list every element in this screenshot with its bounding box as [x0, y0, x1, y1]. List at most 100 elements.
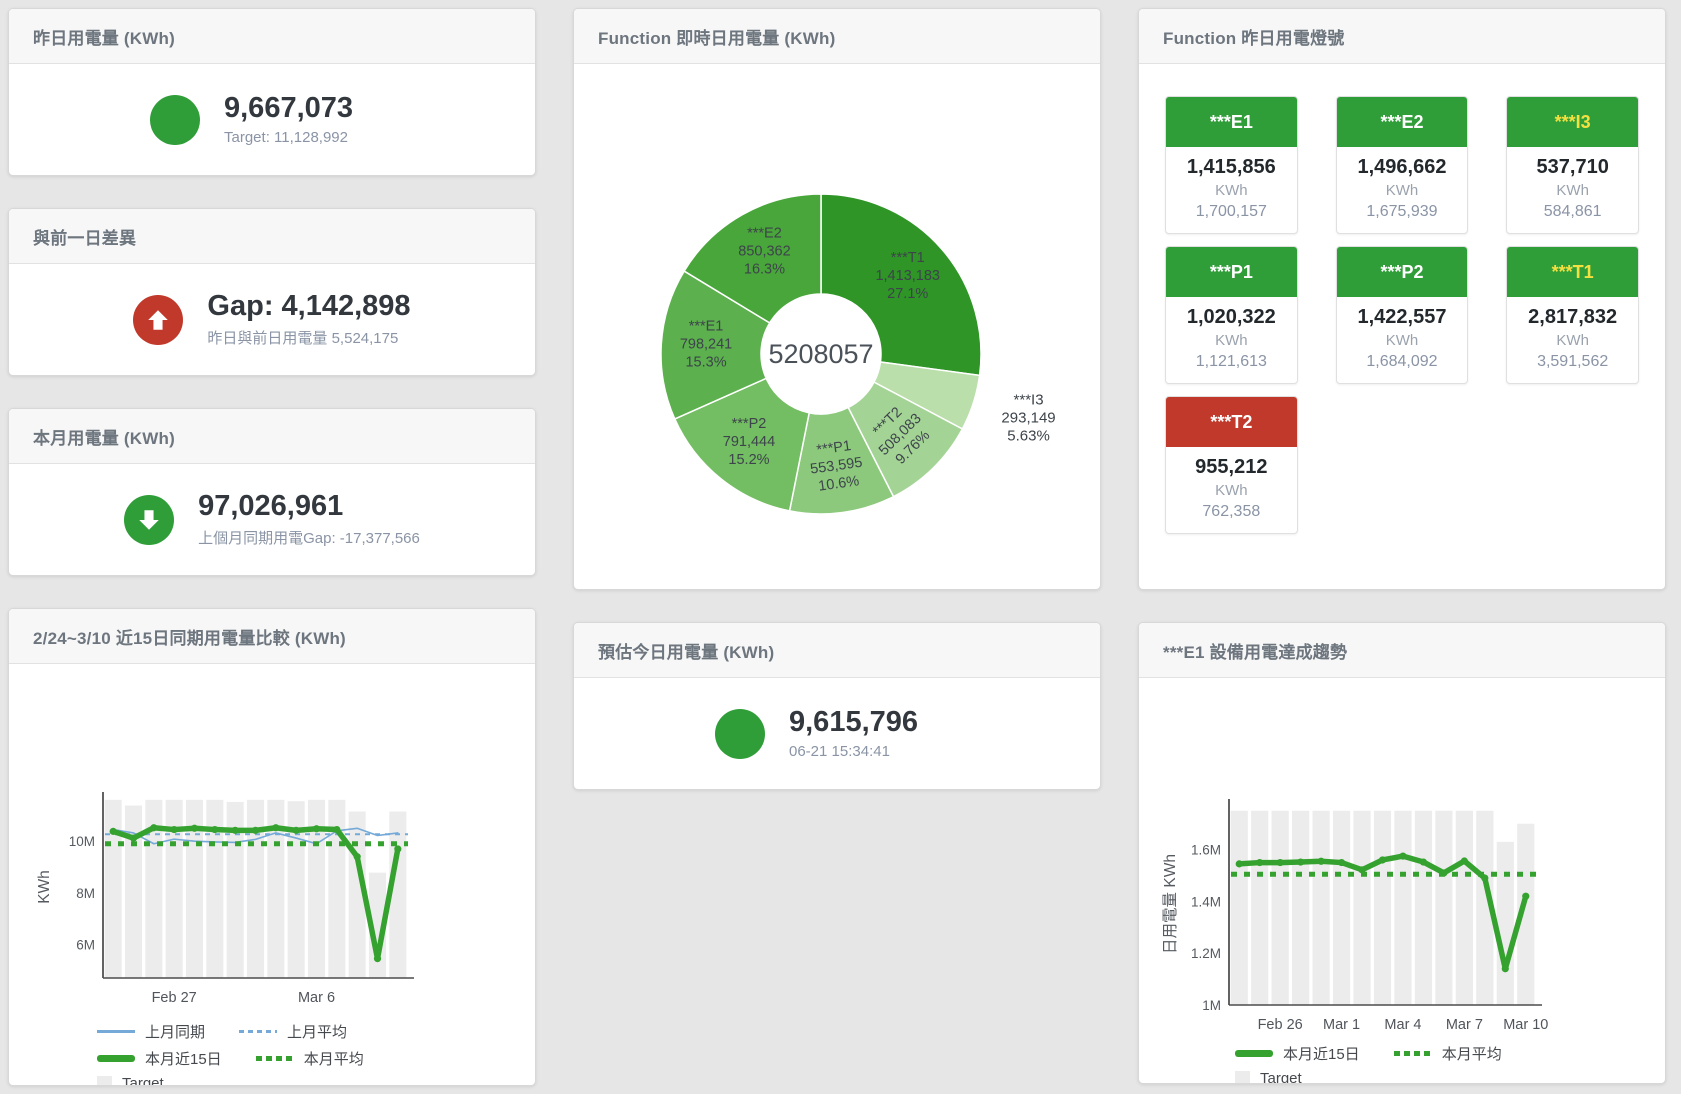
- target-bar: [1476, 810, 1494, 1005]
- card-yesterday-usage: 昨日用電量 (KWh) 9,667,073 Target: 11,128,992: [8, 8, 536, 176]
- lamp-tile-body: 955,212 KWh 762,358: [1166, 447, 1297, 533]
- data-point: [1276, 858, 1284, 867]
- x-tick-label: Mar 7: [1446, 1017, 1483, 1033]
- lamp-tile: ***I3 537,710 KWh 584,861: [1506, 96, 1639, 234]
- x-tick-label: Feb 26: [1258, 1017, 1303, 1033]
- data-point: [109, 827, 117, 835]
- yesterday-target: Target: 11,128,992: [224, 128, 348, 146]
- card-month-usage: 本月用電量 (KWh) 97,026,961 上個月同期用電Gap: -17,3…: [8, 408, 536, 576]
- legend-swatch-dots: [255, 1056, 294, 1061]
- legend-item[interactable]: 本月近15日: [1235, 1043, 1360, 1064]
- compare-chart-legend: 上月同期 上月平均本月近15日 本月平均 Target: [97, 1021, 535, 1086]
- target-bar: [267, 799, 285, 978]
- target-bar: [307, 799, 326, 978]
- legend-label: Target: [1260, 1070, 1302, 1084]
- lamp-tile-target: 1,700,157: [1195, 203, 1267, 220]
- data-point: [1440, 869, 1448, 877]
- data-point: [1235, 860, 1243, 868]
- trend-chart-area: 1M 1.2M 1.4M 1.6M Feb 26 Mar 1 Mar 4 Mar 7 Mar 1…: [1139, 678, 1666, 1084]
- y-tick-label: 1.2M: [1191, 946, 1221, 961]
- up-arrow-icon: [133, 294, 184, 345]
- legend-item[interactable]: 上月平均: [239, 1021, 347, 1042]
- card-estimate-today: 預估今日用電量 (KWh) 9,615,796 06-21 15:34:41: [573, 622, 1101, 790]
- legend-item[interactable]: 本月平均: [255, 1048, 364, 1069]
- right-column: Function 昨日用電燈號 ***E1 1,415,856 KWh 1,700,1…: [1138, 8, 1666, 1086]
- lamp-tile-body: 537,710 KWh 584,861: [1507, 147, 1638, 233]
- lamp-tile-value: 1,496,662: [1357, 156, 1447, 178]
- lamp-tile-value: 1,415,856: [1186, 156, 1276, 178]
- lamp-tile-value: 1,422,557: [1357, 306, 1447, 328]
- data-point: [312, 825, 321, 833]
- left-column: 昨日用電量 (KWh) 9,667,073 Target: 11,128,992…: [8, 8, 536, 1086]
- lamp-tile: ***P1 1,020,322 KWh 1,121,613: [1165, 246, 1298, 384]
- lamp-tile-body: 1,415,856 KWh 1,700,157: [1166, 147, 1297, 233]
- status-circle-icon: [715, 708, 765, 759]
- month-stat: 97,026,961 上個月同期用電Gap: -17,377,566: [9, 464, 535, 575]
- donut-slice-label: ***E1 798,241 15.3%: [680, 319, 732, 371]
- middle-column: Function 即時日用電量 (KWh) ***T1 1,413,183 27.1…: [573, 8, 1101, 1086]
- lamp-tile-body: 1,496,662 KWh 1,675,939: [1337, 147, 1468, 233]
- legend-label: 本月平均: [1441, 1046, 1502, 1063]
- legend-label: 上月平均: [287, 1024, 348, 1041]
- card-trend-chart: ***E1 設備用電達成趨勢 1M 1.2M 1.4M 1.6M Feb 26 Mar 1…: [1138, 622, 1666, 1084]
- legend-item[interactable]: Target: [1235, 1070, 1302, 1084]
- data-point: [394, 845, 402, 853]
- estimate-title: 預估今日用電量 (KWh): [574, 623, 1100, 678]
- legend-item[interactable]: 上月同期: [97, 1021, 205, 1042]
- data-point: [251, 826, 260, 834]
- donut-slice[interactable]: [683, 193, 822, 324]
- data-point: [1358, 866, 1366, 874]
- donut-slice[interactable]: [820, 193, 982, 377]
- data-point: [1399, 852, 1407, 860]
- yesterday-value: 9,667,073: [224, 92, 354, 125]
- gap-stat-text: Gap: 4,142,898 昨日與前日用電量 5,524,175: [207, 290, 410, 348]
- target-bar: [165, 799, 183, 978]
- compare-chart-area: 6M 8M 10M Feb 27 Mar 6 KWh 上月同期 上月平均 本月近15日 本月平均…: [9, 664, 535, 1086]
- data-point: [272, 824, 280, 832]
- target-bar: [1455, 810, 1473, 1005]
- donut-slice-label: ***E2 850,362 16.3%: [738, 226, 790, 278]
- card-compare-chart: 2/24~3/10 近15日同期用電量比較 (KWh) 6M 8M 10M Feb 2…: [8, 608, 536, 1086]
- target-bar: [1251, 810, 1269, 1005]
- data-point: [1317, 857, 1325, 865]
- y-tick-label: 1M: [1202, 998, 1221, 1013]
- donut-slice[interactable]: [660, 270, 771, 420]
- target-bar: [1517, 823, 1535, 1005]
- lamp-tile: ***T1 2,817,832 KWh 3,591,562: [1506, 246, 1639, 384]
- status-circle-icon: [150, 94, 200, 145]
- lamp-tiles: ***E1 1,415,856 KWh 1,700,157 ***E2 1,496,662…: [1139, 64, 1665, 566]
- donut-title: Function 即時日用電量 (KWh): [574, 9, 1100, 64]
- target-bar: [1414, 810, 1433, 1005]
- lamp-tile-value: 955,212: [1195, 456, 1268, 478]
- estimate-timestamp: 06-21 15:34:41: [789, 742, 890, 760]
- legend-item[interactable]: 本月平均: [1393, 1043, 1502, 1064]
- legend-swatch-thick: [97, 1055, 135, 1062]
- trend-chart-canvas[interactable]: 1M 1.2M 1.4M 1.6M Feb 26 Mar 1 Mar 4 Mar 7 Mar 1…: [1139, 678, 1666, 1034]
- donut-slice-label: ***P1553,59510.6%: [807, 437, 866, 496]
- legend-item[interactable]: 本月近15日: [97, 1048, 222, 1069]
- legend-item[interactable]: Target: [97, 1075, 164, 1086]
- donut-chart-canvas[interactable]: ***T1 1,413,183 27.1%***I3 293,149 5.63%***T…: [574, 64, 1101, 589]
- lamp-tile-target: 762,358: [1202, 503, 1261, 520]
- x-tick-label: Mar 1: [1323, 1017, 1360, 1033]
- data-point: [292, 826, 300, 834]
- lamp-tile-name: ***E2: [1336, 97, 1468, 147]
- x-tick-label: Mar 6: [298, 990, 335, 1006]
- target-bar: [1292, 810, 1310, 1005]
- compare-chart-canvas[interactable]: 6M 8M 10M Feb 27 Mar 6 KWh: [9, 664, 535, 1012]
- donut-slice[interactable]: [673, 377, 811, 512]
- legend-swatch-dots: [1393, 1051, 1432, 1056]
- legend-label: Target: [122, 1075, 164, 1086]
- data-point: [1501, 965, 1509, 973]
- card-month-title: 本月用電量 (KWh): [9, 409, 535, 464]
- data-point: [170, 825, 178, 834]
- lamp-tile-name: ***E1: [1166, 97, 1297, 147]
- lamp-tile-target: 584,861: [1543, 203, 1602, 220]
- data-point: [1460, 857, 1468, 865]
- target-bar: [1394, 810, 1412, 1005]
- data-point: [373, 955, 382, 963]
- lamp-tile-unit: KWh: [1385, 332, 1419, 349]
- y-tick-label: 8M: [76, 886, 95, 901]
- card-realtime-donut: Function 即時日用電量 (KWh) ***T1 1,413,183 27.1…: [573, 8, 1101, 590]
- x-tick-label: Feb 27: [152, 990, 197, 1006]
